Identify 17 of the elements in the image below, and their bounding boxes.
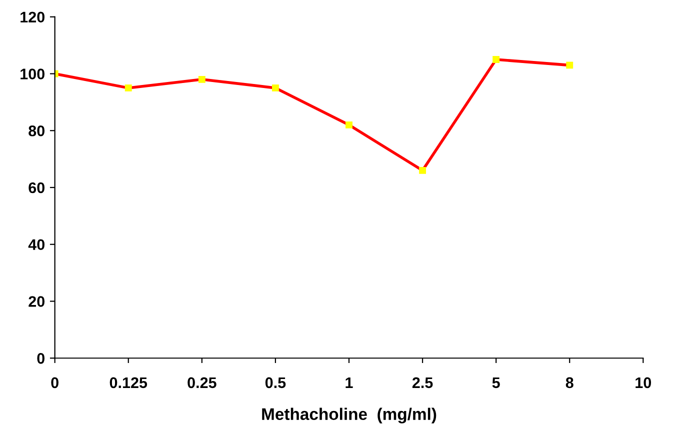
x-tick-label: 8 bbox=[566, 377, 574, 388]
x-tick-label: 0 bbox=[51, 377, 58, 388]
x-tick-label: 0.125 bbox=[110, 377, 148, 388]
y-tick-label: 40 bbox=[28, 239, 44, 250]
x-tick-label: 1 bbox=[346, 377, 353, 388]
y-tick-label: 80 bbox=[28, 125, 44, 136]
y-tick-label: 100 bbox=[20, 68, 44, 80]
y-tick-label: 20 bbox=[28, 296, 44, 307]
y-tick-label: 0 bbox=[37, 352, 44, 364]
x-tick-label: 10 bbox=[636, 377, 652, 388]
x-tick-label: 5 bbox=[492, 377, 500, 388]
x-tick-label: 0.25 bbox=[188, 377, 216, 388]
x-tick-label: 2.5 bbox=[412, 377, 433, 388]
y-tick-label: 120 bbox=[20, 12, 44, 23]
y-tick-label: 60 bbox=[28, 182, 44, 194]
x-tick-label: 0.5 bbox=[265, 377, 286, 388]
x-axis-title: Methacholine (mg/ml) bbox=[262, 408, 436, 424]
